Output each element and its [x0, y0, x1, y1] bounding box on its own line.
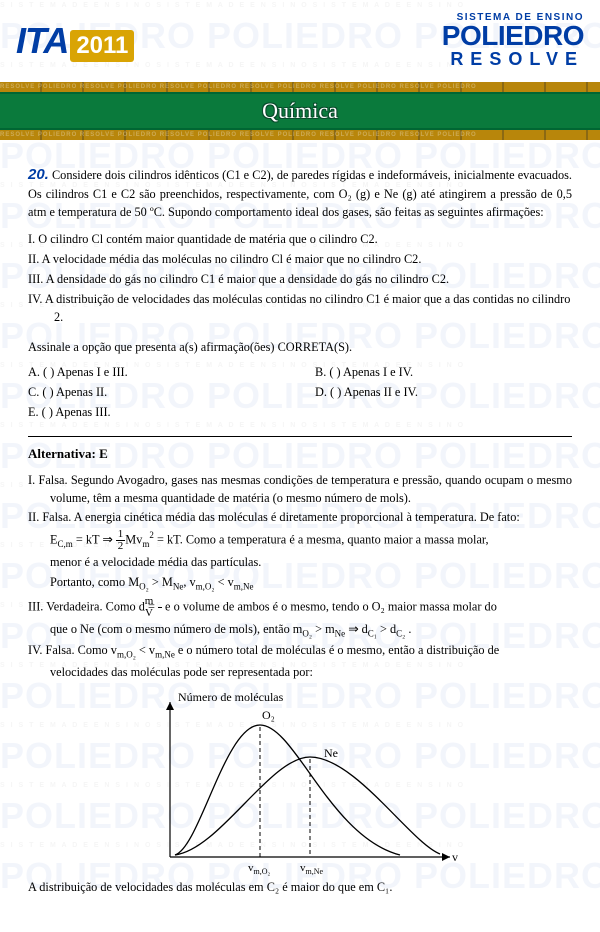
correct-alternative: Alternativa: E [28, 445, 572, 464]
statement-3: III. A densidade do gás no cilindro C1 é… [28, 271, 572, 289]
brand-name: POLIEDRO [442, 23, 584, 48]
option-b: B. ( ) Apenas I e IV. [315, 364, 572, 382]
sol-item-1: I. Falsa. Segundo Avogadro, gases nas me… [28, 472, 572, 508]
brand-sub: RESOLVE [442, 49, 584, 70]
velocity-distribution-graph: Número de moléculas v O₂ Ne vm,O₂ vm,Ne [130, 687, 470, 877]
year-badge: 2011 [70, 30, 134, 62]
statement-2: II. A velocidade média das moléculas no … [28, 251, 572, 269]
graph-ne-label: Ne [324, 746, 338, 760]
decorative-band-bottom: RESOLVE POLIEDRO RESOLVE POLIEDRO RESOLV… [0, 130, 600, 140]
option-a: A. ( ) Apenas I e III. [28, 364, 285, 382]
svg-text:vm,O₂: vm,O₂ [248, 862, 271, 876]
subject-title: Química [262, 98, 338, 123]
svg-text:vm,Ne: vm,Ne [300, 862, 324, 876]
decorative-band-top: RESOLVE POLIEDRO RESOLVE POLIEDRO RESOLV… [0, 82, 600, 92]
instruction: Assinale a opção que presenta a(s) afirm… [28, 339, 572, 357]
option-d: D. ( ) Apenas II e IV. [315, 384, 572, 402]
sol-item-4a: IV. Falsa. Como vm,O₂ < vm,Ne e o número… [28, 642, 572, 662]
sol-item-2a: II. Falsa. A energia cinética média das … [28, 509, 572, 527]
sol-item-3c: que o Ne (com o mesmo número de mols), e… [28, 621, 572, 641]
graph-ylabel: Número de moléculas [178, 690, 284, 704]
statement-1: I. O cilindro Cl contém maior quantidade… [28, 231, 572, 249]
sol-formula-2: EC,m = kT ⇒ 12Mvm2 = kT. Como a temperat… [28, 529, 572, 552]
ita-text: ITA [16, 20, 68, 62]
divider [28, 436, 572, 437]
sol-item-4b: velocidades das moléculas pode ser repre… [28, 664, 572, 682]
sol-item-2c: Portanto, como MO₂ > MNe, vm,O₂ < vm,Ne [28, 574, 572, 594]
sol-item-3a: III. Verdadeira. Como d = mV e o volume … [28, 596, 572, 619]
option-e: E. ( ) Apenas III. [28, 404, 285, 422]
graph-xlabel: v [452, 850, 458, 864]
sol-conclusion: A distribuição de velocidades das molécu… [28, 879, 572, 897]
sol-item-2b: menor é a velocidade média das partícula… [28, 554, 572, 572]
question-text: 20. Considere dois cilindros idênticos (… [28, 164, 572, 221]
exam-logo: ITA 2011 [16, 20, 134, 62]
solution-block: I. Falsa. Segundo Avogadro, gases nas me… [28, 472, 572, 897]
question-number: 20. [28, 166, 49, 183]
page-header: ITA 2011 SISTEMA DE ENSINO POLIEDRO RESO… [0, 0, 600, 82]
graph-o2-label: O₂ [262, 708, 275, 722]
page-body: 20. Considere dois cilindros idênticos (… [0, 140, 600, 909]
brand-logo: SISTEMA DE ENSINO POLIEDRO RESOLVE [442, 12, 584, 69]
question-body: Considere dois cilindros idênticos (C1 e… [28, 168, 572, 219]
statement-4: IV. A distribuição de velocidades das mo… [28, 291, 572, 327]
option-c: C. ( ) Apenas II. [28, 384, 285, 402]
options-grid: A. ( ) Apenas I e III. B. ( ) Apenas I e… [28, 364, 572, 421]
subject-band: Química [0, 92, 600, 130]
